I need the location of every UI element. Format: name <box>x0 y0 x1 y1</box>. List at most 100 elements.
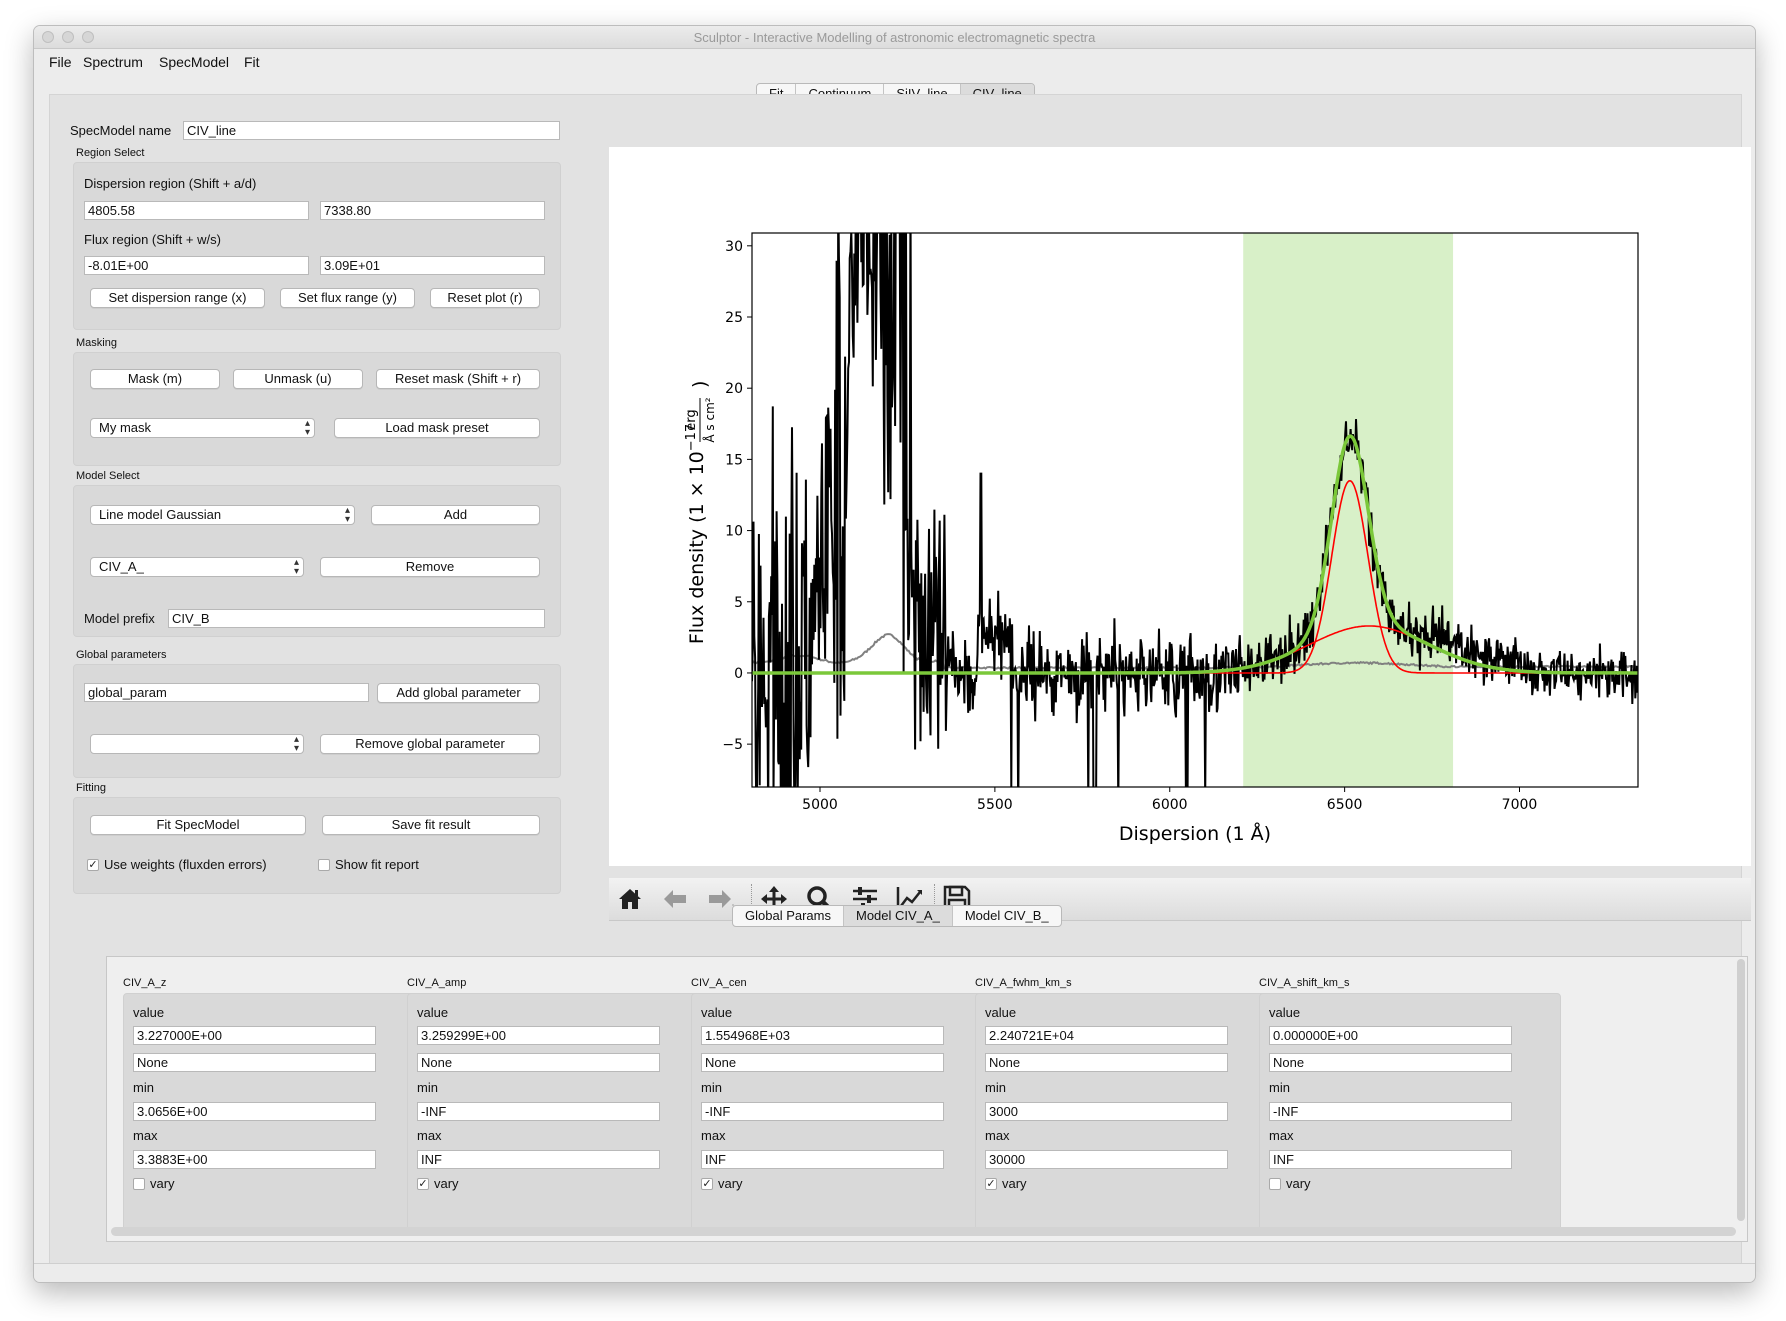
remove-global-parameter-button[interactable]: Remove global parameter <box>320 734 540 754</box>
spectrum-plot-canvas[interactable]: 5000 5500 6000 6500 7000 −5 0 5 10 15 20 25 30 Dispe… <box>609 147 1751 866</box>
param-max-label: max <box>1269 1128 1294 1143</box>
home-icon[interactable] <box>615 884 645 914</box>
unmask-button[interactable]: Unmask (u) <box>233 369 363 389</box>
param-value-input[interactable]: 1.554968E+03 <box>701 1026 944 1045</box>
dispersion-min-input[interactable]: 4805.58 <box>84 201 309 220</box>
model-prefix-input[interactable]: CIV_B <box>168 609 545 628</box>
horizontal-scrollbar[interactable] <box>111 1227 1736 1236</box>
param-expr-input[interactable]: None <box>701 1053 944 1072</box>
close-window-button[interactable] <box>42 31 54 43</box>
remove-model-button[interactable]: Remove <box>320 557 540 577</box>
param-vary-label: vary <box>1002 1176 1027 1191</box>
show-fit-report-checkbox[interactable] <box>318 859 330 871</box>
param-value-input[interactable]: 3.259299E+00 <box>417 1026 660 1045</box>
menu-fit[interactable]: Fit <box>244 54 260 70</box>
set-flux-range-button[interactable]: Set flux range (y) <box>280 288 415 308</box>
pan-icon[interactable] <box>759 884 789 914</box>
param-vary-checkbox[interactable] <box>133 1178 145 1190</box>
param-max-input[interactable]: 30000 <box>985 1150 1228 1169</box>
param-expr-input[interactable]: None <box>417 1053 660 1072</box>
forward-arrow-icon[interactable] <box>705 884 735 914</box>
back-arrow-icon[interactable] <box>660 884 690 914</box>
reset-plot-button[interactable]: Reset plot (r) <box>430 288 540 308</box>
global-parameter-select[interactable]: ▴ ▾ <box>90 734 304 754</box>
use-weights-checkbox[interactable]: ✓ <box>87 859 99 871</box>
mask-button[interactable]: Mask (m) <box>90 369 220 389</box>
param-value-label: value <box>1269 1005 1301 1020</box>
param-max-label: max <box>701 1128 726 1143</box>
y-axis-label-text: Flux density (1 × 10 <box>686 451 708 644</box>
add-model-button[interactable]: Add <box>371 505 540 525</box>
y-tick-label: 10 <box>725 524 743 540</box>
specmodel-name-input[interactable]: CIV_line <box>183 121 560 140</box>
x-axis-label: Dispersion (1 Å) <box>1119 822 1271 845</box>
param-min-input[interactable]: 3.0656E+00 <box>133 1102 376 1121</box>
param-expr-input[interactable]: None <box>1269 1053 1512 1072</box>
flux-min-input[interactable]: -8.01E+00 <box>84 256 309 275</box>
save-fit-result-button[interactable]: Save fit result <box>322 815 540 835</box>
fit-region-highlight <box>1243 233 1454 787</box>
y-axis-unit-denominator: Å s cm² <box>702 397 717 442</box>
param-expr-input[interactable]: None <box>985 1053 1228 1072</box>
y-tick-label: 20 <box>725 381 743 397</box>
param-expr-input[interactable]: None <box>133 1053 376 1072</box>
y-axis-unit-numerator: erg <box>684 409 699 430</box>
menu-file[interactable]: File <box>49 54 72 70</box>
load-mask-preset-button[interactable]: Load mask preset <box>334 418 540 438</box>
param-column: CIV_A_z value 3.227000E+00 None min 3.0656E+0… <box>123 977 425 1233</box>
global-param-input[interactable]: global_param <box>84 683 369 702</box>
masking-title: Masking <box>76 337 117 349</box>
menu-specmodel[interactable]: SpecModel <box>159 54 230 70</box>
param-column: CIV_A_fwhm_km_s value 2.240721E+04 None min 3… <box>975 977 1277 1233</box>
param-max-input[interactable]: 3.3883E+00 <box>133 1150 376 1169</box>
param-vary-checkbox[interactable]: ✓ <box>701 1178 713 1190</box>
param-value-input[interactable]: 2.240721E+04 <box>985 1026 1228 1045</box>
param-min-label: min <box>701 1080 722 1095</box>
param-min-input[interactable]: -INF <box>1269 1102 1512 1121</box>
reset-mask-button[interactable]: Reset mask (Shift + r) <box>376 369 540 389</box>
param-min-input[interactable]: 3000 <box>985 1102 1228 1121</box>
param-vary-checkbox[interactable]: ✓ <box>985 1178 997 1190</box>
param-value-label: value <box>985 1005 1017 1020</box>
toolbar-separator <box>934 884 936 914</box>
y-tick-label: 15 <box>725 452 743 468</box>
line-model-select[interactable]: Line model Gaussian ▴ ▾ <box>90 505 355 525</box>
mask-preset-select[interactable]: My mask ▴ ▾ <box>90 418 315 438</box>
param-value-label: value <box>701 1005 733 1020</box>
flux-region-label: Flux region (Shift + w/s) <box>84 232 221 247</box>
minimize-window-button[interactable] <box>62 31 74 43</box>
param-min-input[interactable]: -INF <box>701 1102 944 1121</box>
param-max-input[interactable]: INF <box>701 1150 944 1169</box>
flux-max-input[interactable]: 3.09E+01 <box>320 256 545 275</box>
param-value-input[interactable]: 0.000000E+00 <box>1269 1026 1512 1045</box>
param-name: CIV_A_z <box>123 977 167 989</box>
param-vary-checkbox[interactable] <box>1269 1178 1281 1190</box>
param-min-input[interactable]: -INF <box>417 1102 660 1121</box>
param-max-input[interactable]: INF <box>1269 1150 1512 1169</box>
model-component-value: CIV_A_ <box>99 559 144 574</box>
param-max-input[interactable]: INF <box>417 1150 660 1169</box>
flux-spectrum-line <box>752 233 1638 787</box>
vertical-scrollbar[interactable] <box>1737 959 1745 1221</box>
add-global-parameter-button[interactable]: Add global parameter <box>377 683 540 703</box>
param-vary-checkbox[interactable]: ✓ <box>417 1178 429 1190</box>
zoom-window-button[interactable] <box>82 31 94 43</box>
tab-model-civ-b[interactable]: Model CIV_B_ <box>964 908 1049 923</box>
dispersion-region-label: Dispersion region (Shift + a/d) <box>84 176 257 191</box>
param-vary-label: vary <box>718 1176 743 1191</box>
tab-model-civ-a[interactable]: Model CIV_A_ <box>843 906 953 926</box>
menu-spectrum[interactable]: Spectrum <box>83 54 143 70</box>
y-tick-label: 25 <box>725 310 743 326</box>
fit-specmodel-button[interactable]: Fit SpecModel <box>90 815 306 835</box>
y-tick-label: 30 <box>725 239 743 255</box>
param-vary-label: vary <box>1286 1176 1311 1191</box>
dispersion-max-input[interactable]: 7338.80 <box>320 201 545 220</box>
y-tick-label: 5 <box>734 595 743 611</box>
use-weights-label: Use weights (fluxden errors) <box>104 857 267 872</box>
tab-global-params[interactable]: Global Params <box>733 906 844 926</box>
set-dispersion-range-button[interactable]: Set dispersion range (x) <box>90 288 265 308</box>
param-value-input[interactable]: 3.227000E+00 <box>133 1026 376 1045</box>
model-component-line <box>752 479 1638 674</box>
chevron-updown-icon: ▴ ▾ <box>304 418 310 438</box>
model-component-select[interactable]: CIV_A_ ▴ ▾ <box>90 557 304 577</box>
